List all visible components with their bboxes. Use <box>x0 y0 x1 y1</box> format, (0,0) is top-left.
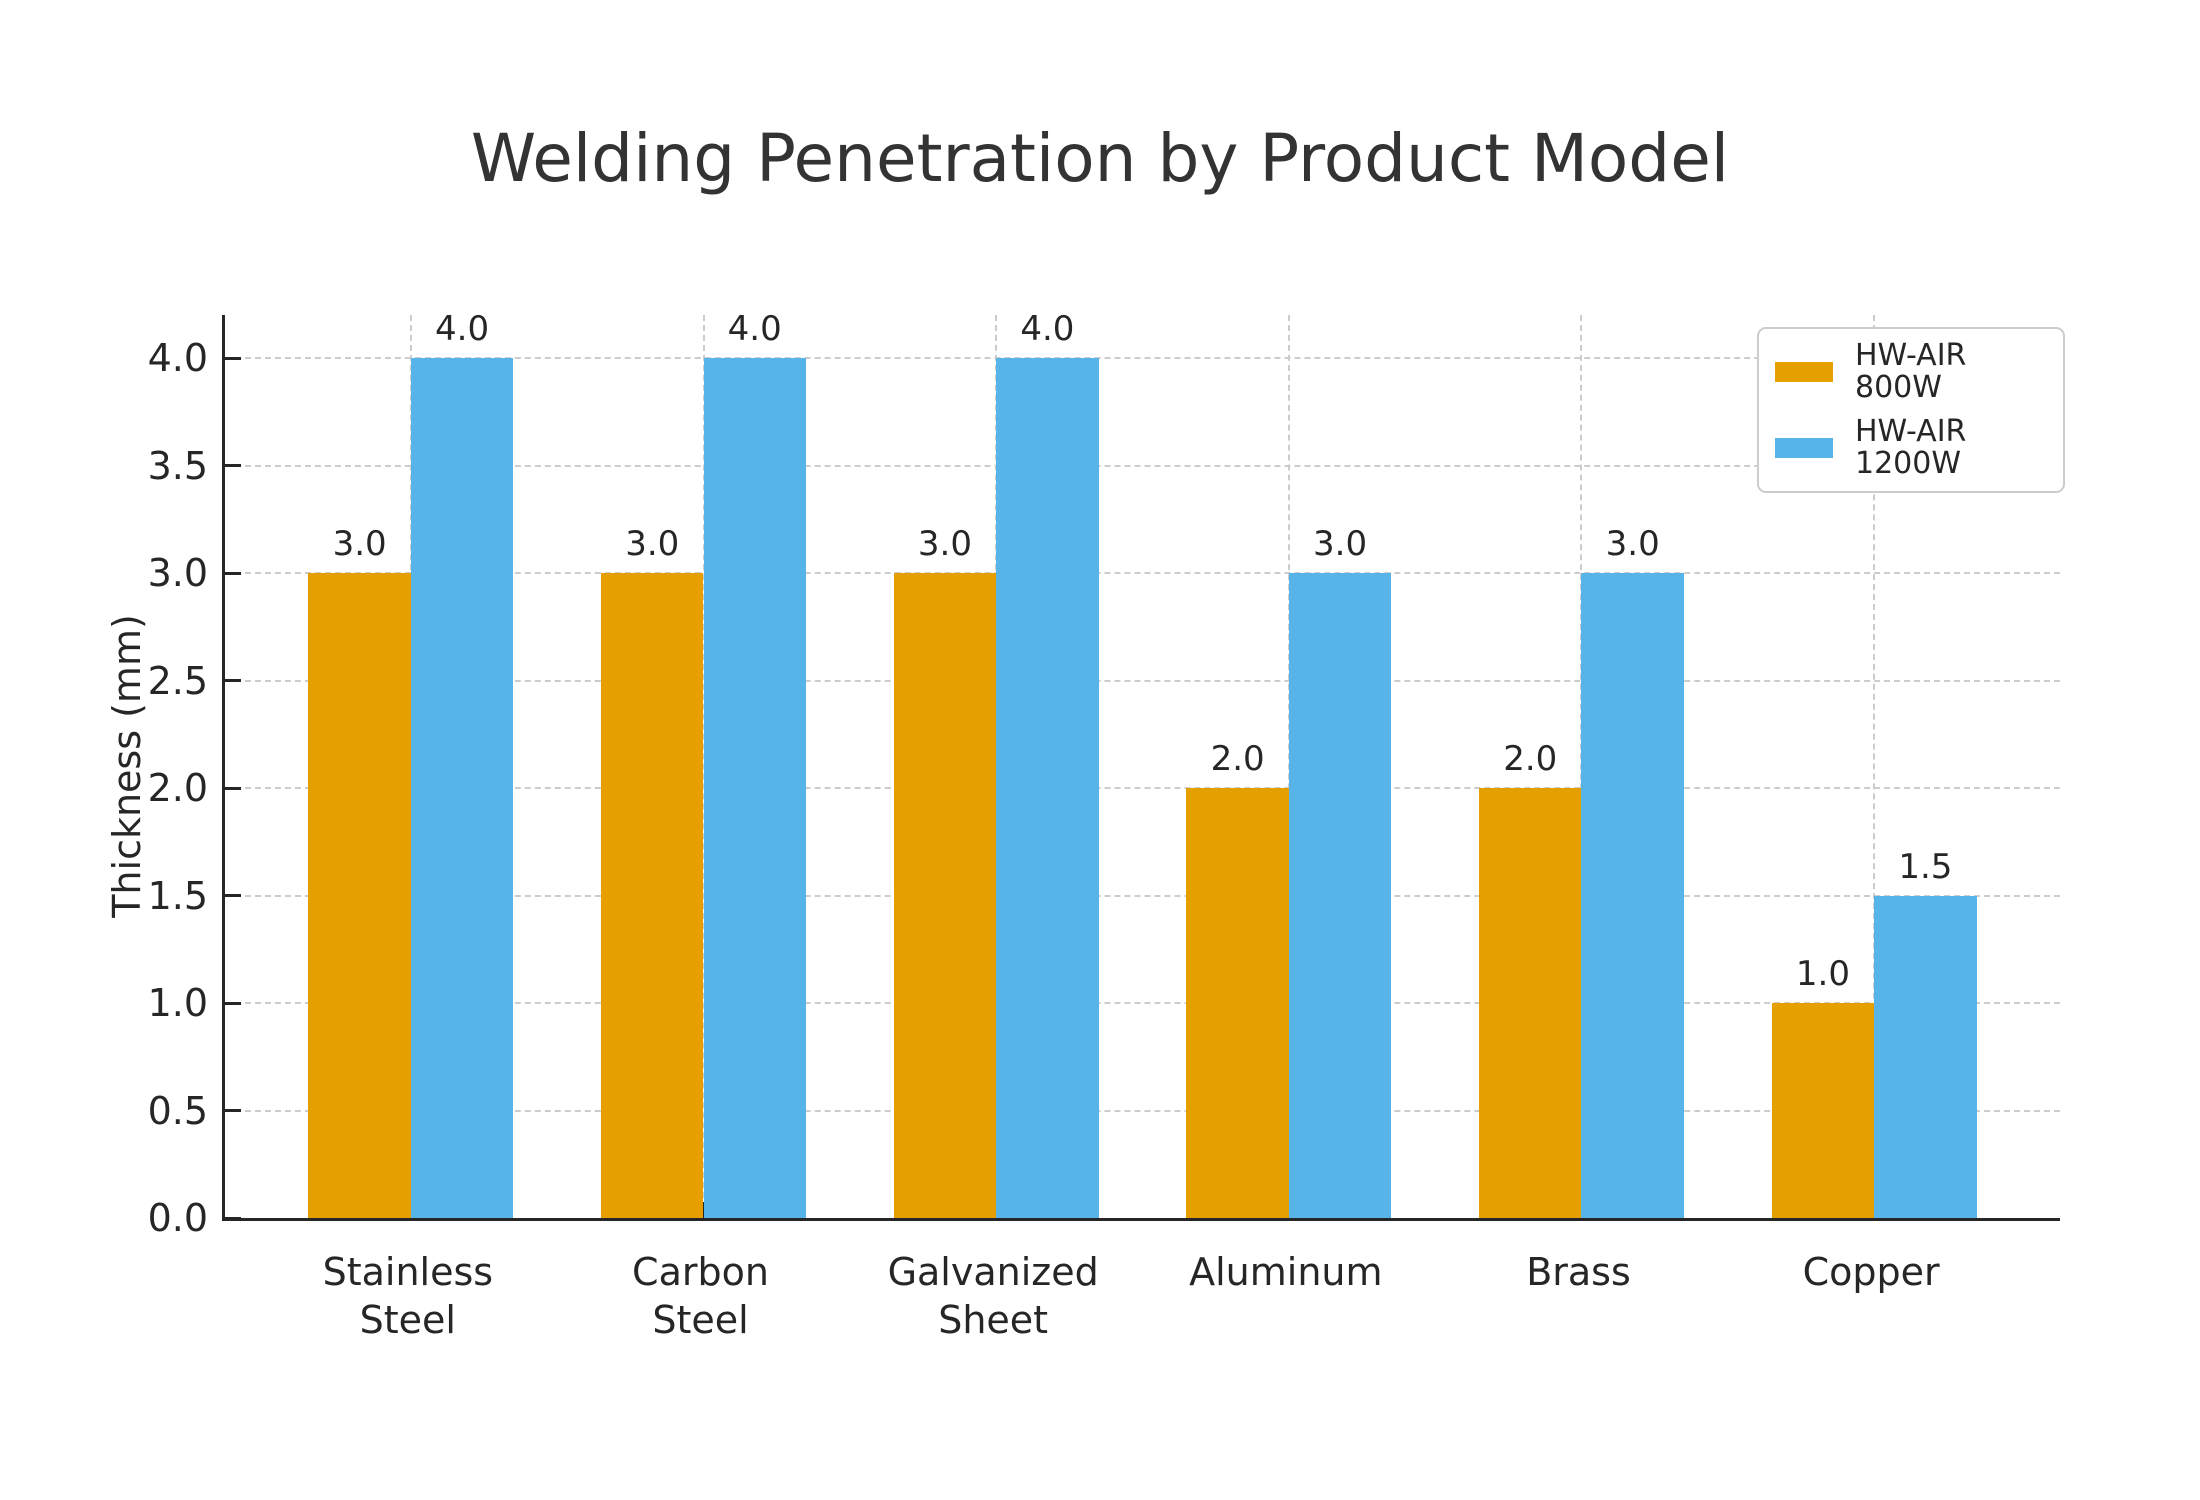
y-tick-mark <box>225 679 241 682</box>
horizontal-gridline <box>225 1002 2060 1004</box>
bar-value-label: 2.0 <box>1210 739 1265 779</box>
x-tick-label-stainless-steel: Stainless Steel <box>322 1250 494 1342</box>
legend-swatch-hw-air-1200w <box>1775 438 1833 458</box>
bar-value-label: 1.0 <box>1795 954 1850 994</box>
vertical-gridline <box>1873 315 1876 1218</box>
bar-value-label: 2.0 <box>1503 739 1558 779</box>
x-tick-label-aluminum: Aluminum <box>1189 1250 1383 1294</box>
y-tick-mark <box>225 1109 241 1112</box>
horizontal-gridline <box>225 1109 2060 1112</box>
legend-label-hw-air-1200w: HW-AIR 1200W <box>1855 414 1967 481</box>
y-tick-mark <box>225 894 241 897</box>
horizontal-gridline <box>225 464 2060 467</box>
x-tick-label-brass: Brass <box>1526 1250 1631 1294</box>
bar-hw-air-1200w-aluminum <box>1288 573 1392 1218</box>
y-tick-mark <box>225 571 241 575</box>
y-tick-label: 2.0 <box>147 766 208 810</box>
plot-area: 3.0 3.0 3.0 2.0 2.0 1.0 4.0 4.0 4.0 3.0 3.0 1.5 <box>222 309 2060 1221</box>
y-tick-mark <box>225 786 241 790</box>
y-tick-label: 3.5 <box>147 443 208 488</box>
y-tick-mark <box>225 464 241 467</box>
y-tick-label: 4.0 <box>147 336 208 380</box>
horizontal-gridline <box>225 679 2060 682</box>
bar-hw-air-800w-stainless-steel <box>308 573 411 1218</box>
bar-value-label: 1.5 <box>1898 846 1953 887</box>
bar-hw-air-800w-aluminum <box>1186 788 1289 1218</box>
horizontal-gridline <box>225 787 2060 789</box>
legend-item-hw-air-800w: HW-AIR 800W <box>1775 340 2047 404</box>
y-tick-label: 2.5 <box>147 658 208 703</box>
bar-hw-air-800w-brass <box>1479 788 1582 1218</box>
bar-value-label: 4.0 <box>1020 309 1075 349</box>
y-tick-mark <box>225 1001 241 1005</box>
bar-value-label: 3.0 <box>917 524 972 564</box>
bar-value-label: 3.0 <box>1313 524 1368 564</box>
bar-hw-air-1200w-galvanized-sheet <box>996 358 1099 1218</box>
bar-value-label: 3.0 <box>332 524 387 564</box>
x-tick-label-carbon-steel: Carbon Steel <box>632 1250 769 1342</box>
y-tick-label: 1.0 <box>147 981 208 1025</box>
y-tick-label: 0.0 <box>147 1196 208 1240</box>
horizontal-gridline <box>225 894 2060 897</box>
bar-hw-air-800w-carbon-steel <box>601 573 704 1218</box>
bar-hw-air-1200w-carbon-steel <box>703 358 806 1218</box>
legend: HW-AIR 800W HW-AIR 1200W <box>1757 327 2065 493</box>
x-tick-label-copper: Copper <box>1802 1250 1940 1294</box>
horizontal-gridline <box>225 572 2060 574</box>
horizontal-gridline <box>225 357 2060 359</box>
y-tick-label: 3.0 <box>147 551 208 595</box>
x-tick-label-galvanized-sheet: Galvanized Sheet <box>887 1250 1099 1342</box>
legend-label-hw-air-800w: HW-AIR 800W <box>1855 338 1967 405</box>
y-tick-label: 0.5 <box>147 1088 208 1133</box>
bar-hw-air-1200w-stainless-steel <box>410 358 514 1218</box>
bar-value-label: 3.0 <box>625 524 680 564</box>
legend-swatch-hw-air-800w <box>1775 362 1833 382</box>
bar-hw-air-1200w-brass <box>1581 573 1684 1218</box>
bar-value-label: 4.0 <box>727 309 782 349</box>
bar-value-label: 4.0 <box>435 309 490 349</box>
chart-title: Welding Penetration by Product Model <box>470 120 1730 197</box>
bar-hw-air-800w-galvanized-sheet <box>893 573 997 1218</box>
legend-item-hw-air-1200w: HW-AIR 1200W <box>1775 416 2047 480</box>
bar-value-label: 3.0 <box>1605 524 1660 564</box>
y-tick-mark <box>225 356 241 360</box>
y-tick-mark <box>225 1216 241 1220</box>
y-tick-label: 1.5 <box>147 873 208 918</box>
bar-hw-air-800w-copper <box>1771 1003 1875 1218</box>
bar-hw-air-1200w-copper <box>1874 895 1977 1218</box>
